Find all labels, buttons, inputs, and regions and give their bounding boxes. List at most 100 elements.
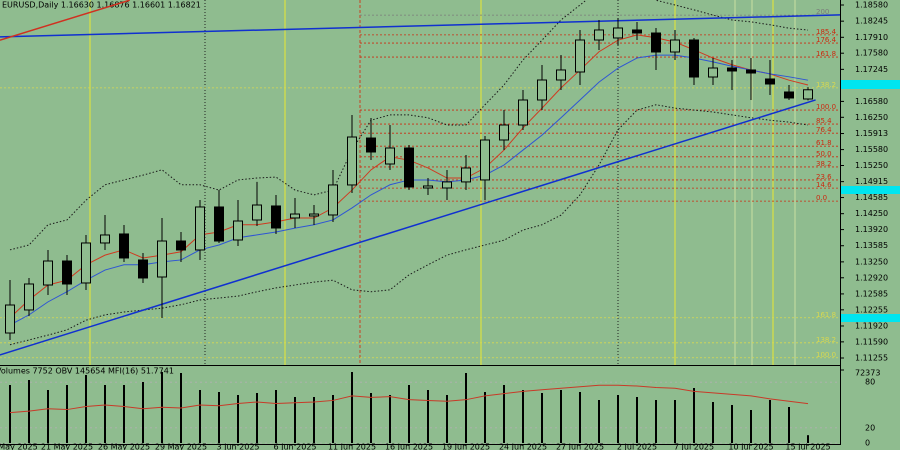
indicator-line xyxy=(9,384,809,414)
y-tick-label: 1.16250 xyxy=(855,113,888,122)
level-label: 138.2 xyxy=(816,336,836,344)
indicator-panel xyxy=(0,372,840,444)
y-tick-label: 1.15913 xyxy=(855,129,888,138)
y-tick-label: 1.15250 xyxy=(855,161,888,170)
candle-body xyxy=(803,89,813,100)
x-tick-label: 2 Jul 2025 xyxy=(617,443,657,450)
x-tick-label: 10 Jul 2025 xyxy=(728,443,773,450)
candle-body xyxy=(100,234,110,244)
candle-body xyxy=(43,260,53,286)
y-tick-label: 1.15580 xyxy=(855,145,888,154)
y-tick-label: 1.14250 xyxy=(855,209,888,218)
x-tick-label: 11 Jun 2025 xyxy=(328,443,376,450)
level-label: 100.0 xyxy=(816,351,836,359)
level-label: 161.8 xyxy=(816,50,836,58)
candle-body xyxy=(727,67,737,72)
x-tick-label: 21 May 2025 xyxy=(41,443,93,450)
x-tick-label: 26 May 2025 xyxy=(98,443,150,450)
y2-tick-label: 20 xyxy=(865,423,875,432)
candle-body xyxy=(5,304,15,334)
x-tick-label: 7 Jul 2025 xyxy=(674,443,714,450)
x-tick-label: 6 Jun 2025 xyxy=(273,443,316,450)
candle-body xyxy=(24,283,34,311)
candle-body xyxy=(708,67,718,78)
candle-body xyxy=(233,220,243,241)
x-tick-label: 27 Jun 2025 xyxy=(556,443,604,450)
x-tick-label: 24 Jun 2025 xyxy=(499,443,547,450)
candle-body xyxy=(689,39,699,78)
y-tick-label: 1.13920 xyxy=(855,225,888,234)
level-label: 61.8 xyxy=(816,139,832,147)
y-tick-label: 1.14915 xyxy=(855,177,888,186)
level-label: 85.4 xyxy=(816,117,832,125)
level-label: 176.4 xyxy=(816,36,837,44)
candle-body xyxy=(119,233,129,259)
level-label: 38.2 xyxy=(816,160,832,168)
y-tick-label: 1.12585 xyxy=(855,289,888,298)
candle-body xyxy=(252,204,262,221)
candle-body xyxy=(423,185,433,189)
candle-body xyxy=(138,259,148,279)
candle-body xyxy=(480,139,490,181)
y-tick-label: 1.17580 xyxy=(855,49,888,58)
y-tick-label: 1.17245 xyxy=(855,65,888,74)
period-separators xyxy=(89,0,796,365)
y-tick-label: 1.18580 xyxy=(855,1,888,10)
y-tick-label: 72373 xyxy=(855,369,880,378)
candle-body xyxy=(746,69,756,74)
price-marker xyxy=(841,80,900,89)
level-label: 50.0 xyxy=(816,150,832,158)
candle-body xyxy=(214,206,224,242)
main-panel xyxy=(0,0,840,359)
price-marker xyxy=(841,314,900,322)
candle-body xyxy=(271,205,281,229)
level-label: 185.4 xyxy=(816,28,837,36)
candle-body xyxy=(309,213,319,217)
candle-body xyxy=(461,167,471,183)
y-tick-label: 1.16580 xyxy=(855,97,888,106)
level-label: 76.4 xyxy=(816,126,832,134)
candle-body xyxy=(195,206,205,251)
trend-line xyxy=(0,0,130,41)
x-tick-label: 3 Jun 2025 xyxy=(216,443,259,450)
y-tick-label: 1.13250 xyxy=(855,257,888,266)
x-tick-label: 29 May 2025 xyxy=(155,443,207,450)
price-marker xyxy=(841,186,900,194)
y-tick-label: 1.11920 xyxy=(855,321,888,330)
x-tick-label: May 2025 xyxy=(0,443,38,450)
y-tick-label: 1.12255 xyxy=(855,305,888,314)
candle-body xyxy=(556,69,566,81)
y2-tick-label: 0 xyxy=(865,439,870,448)
level-label: 100.0 xyxy=(816,103,836,111)
chart-title: EURUSD,Daily 1.16630 1.16876 1.16601 1.1… xyxy=(2,1,201,10)
indicator-line xyxy=(9,0,809,251)
level-label: 0.0 xyxy=(816,194,827,202)
level-label: 200 xyxy=(816,8,829,16)
y-tick-label: 1.12920 xyxy=(855,273,888,282)
y-tick-label: 1.17910 xyxy=(855,33,888,42)
y-tick-label: 1.11255 xyxy=(855,354,888,363)
candle-body xyxy=(366,137,376,153)
y-tick-label: 1.11590 xyxy=(855,337,888,346)
x-tick-label: 16 Jun 2025 xyxy=(385,443,433,450)
y-tick-label: 1.18245 xyxy=(855,17,888,26)
candle-body xyxy=(62,260,72,285)
candle-body xyxy=(290,213,300,219)
candle-body xyxy=(575,39,585,73)
candle-body xyxy=(499,124,509,141)
candle-body xyxy=(594,29,604,41)
level-label: 138.2 xyxy=(816,81,836,89)
candle-body xyxy=(632,29,642,34)
trend-line xyxy=(0,14,840,38)
candle-body xyxy=(613,27,623,39)
candle-body xyxy=(328,184,338,216)
candle-body xyxy=(385,147,395,165)
y2-tick-label: 80 xyxy=(865,378,875,387)
candle-body xyxy=(537,79,547,101)
candle-body xyxy=(651,32,661,53)
candle-body xyxy=(347,136,357,186)
candle-body xyxy=(404,147,414,188)
